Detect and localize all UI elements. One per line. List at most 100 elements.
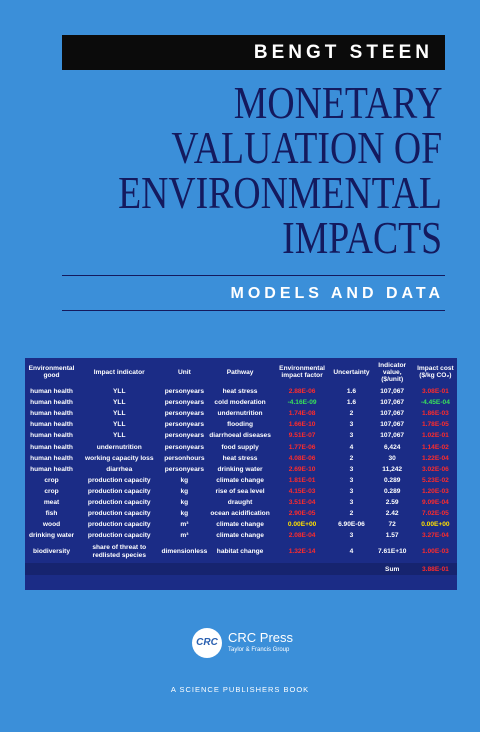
table-cell: kg [180,498,189,506]
table-cell: 9.51E-07 [288,432,316,440]
table-cell: crop [44,487,59,495]
table-cell: 1.77E-06 [288,443,316,451]
header-row: Environmental good Impact indicator Unit Pa… [25,358,457,386]
table-cell [160,563,209,576]
table-cell: 3 [349,476,354,484]
table-cell: personyears [164,465,204,473]
table-cell: production capacity [87,521,151,529]
table-cell: fish [45,510,58,518]
table-cell: human health [30,388,73,396]
table-cell: 4 [349,548,354,556]
rule [62,310,445,311]
table-cell: 7.61E+10 [377,548,407,556]
table-cell: 107,067 [380,421,405,429]
table-cell: habitat change [216,548,264,556]
table-cell: rise of sea level [215,487,265,495]
column-header: Impact cost ($/kg CO₂) [417,365,454,379]
table-cell: 107,067 [380,410,405,418]
table-cell: dimensionless [161,548,208,556]
table-cell: cold moderation [214,399,266,407]
table-cell: personyears [164,388,204,396]
table-cell: production capacity [87,532,151,540]
publisher-name: CRC Press [228,630,294,645]
table-cell: personyears [164,399,204,407]
table-cell: drinking water [28,532,75,540]
imprint: A SCIENCE PUBLISHERS BOOK [170,685,310,694]
table-cell: 2.42 [385,510,399,518]
table-cell: working capacity loss [84,454,154,462]
table-cell: 11,242 [382,465,403,473]
title-line: IMPACTS [281,212,442,263]
table-cell: -4.16E-09 [287,399,317,407]
table-cell: undernutrition [217,410,263,418]
table-cell: 1.86E-03 [422,410,449,418]
table-cell: food supply [221,443,259,451]
table-cell: 107,067 [380,432,405,440]
author: BENGT STEEN [253,42,433,63]
table-cell: 6.90E-06 [338,521,365,529]
table-row: human health YLL personyears flooding 1.66E-… [25,419,457,430]
rule [62,275,445,276]
table-cell: personyears [164,432,204,440]
table-cell: 0.00E+00 [287,521,317,529]
table-cell: 3 [349,532,354,540]
table-cell: YLL [113,410,126,418]
table-cell: 3 [349,487,354,495]
title-line: VALUATION OF [171,122,442,173]
table-panel: Environmental good Impact indicator Unit Pa… [25,358,457,590]
table-cell: 6,424 [383,443,401,451]
table-cell: production capacity [87,510,151,518]
table-cell: 4.08E-06 [288,454,316,462]
table-cell: 3 [349,498,354,506]
logo-text: CRC [196,637,218,648]
column-header: Uncertainty [333,368,370,376]
table-row: crop production capacity kg climate change 1… [25,475,457,486]
title-line: MONETARY [233,77,442,128]
table-cell: 3 [349,421,354,429]
table-row: crop production capacity kg rise of sea lev… [25,486,457,497]
table-cell: 2.69E-10 [288,465,316,473]
table-cell: 72 [388,521,396,529]
table-cell: 1.22E-04 [422,454,449,462]
table-row: meat production capacity kg draught 3.51E-04… [25,497,457,508]
table-cell: 1.74E-08 [288,410,316,418]
table-cell: human health [30,410,73,418]
table-cell: 3.51E-04 [288,498,316,506]
sum-label: Sum [370,563,414,576]
table-cell: wood [42,521,61,529]
table-cell: meat [43,498,60,506]
table-cell: diarrhea [106,465,133,473]
table-cell: 7.02E-05 [422,510,449,518]
sum-value: 3.88E-01 [413,563,457,576]
table-cell: YLL [113,399,126,407]
table-cell: 4 [349,443,354,451]
table-cell: personyears [164,410,204,418]
table-row: wood production capacity m³ climate change 0… [25,519,457,530]
table-cell: heat stress [222,454,258,462]
table-cell: drinking water [217,465,263,473]
table-cell: YLL [113,421,126,429]
table-cell: 1.81E-01 [288,476,316,484]
table-row: human health YLL personyears undernutrition… [25,408,457,419]
table-cell: human health [30,465,73,473]
publisher-logo: CRC [192,628,222,658]
table-cell: 5.23E-02 [422,476,449,484]
table-cell: kg [180,510,189,518]
table-cell: 3.02E-06 [422,465,449,473]
table-cell: kg [180,476,189,484]
table-cell: 1.66E-10 [288,421,316,429]
table-cell: 0.289 [383,476,401,484]
table-row: human health diarrhea personyears drinking … [25,464,457,475]
table-cell: 3.27E-04 [422,532,449,540]
table-cell [25,563,79,576]
valuation-table: Environmental good Impact indicator Unit Pa… [25,358,457,576]
table-cell [332,563,371,576]
column-header: Pathway [226,368,254,376]
table-row: fish production capacity kg ocean acidifica… [25,508,457,519]
table-cell: 1.6 [346,399,357,407]
table-cell [78,563,161,576]
table-cell: 9.09E-04 [422,498,449,506]
table-cell: human health [30,399,73,407]
table-cell: human health [30,454,73,462]
